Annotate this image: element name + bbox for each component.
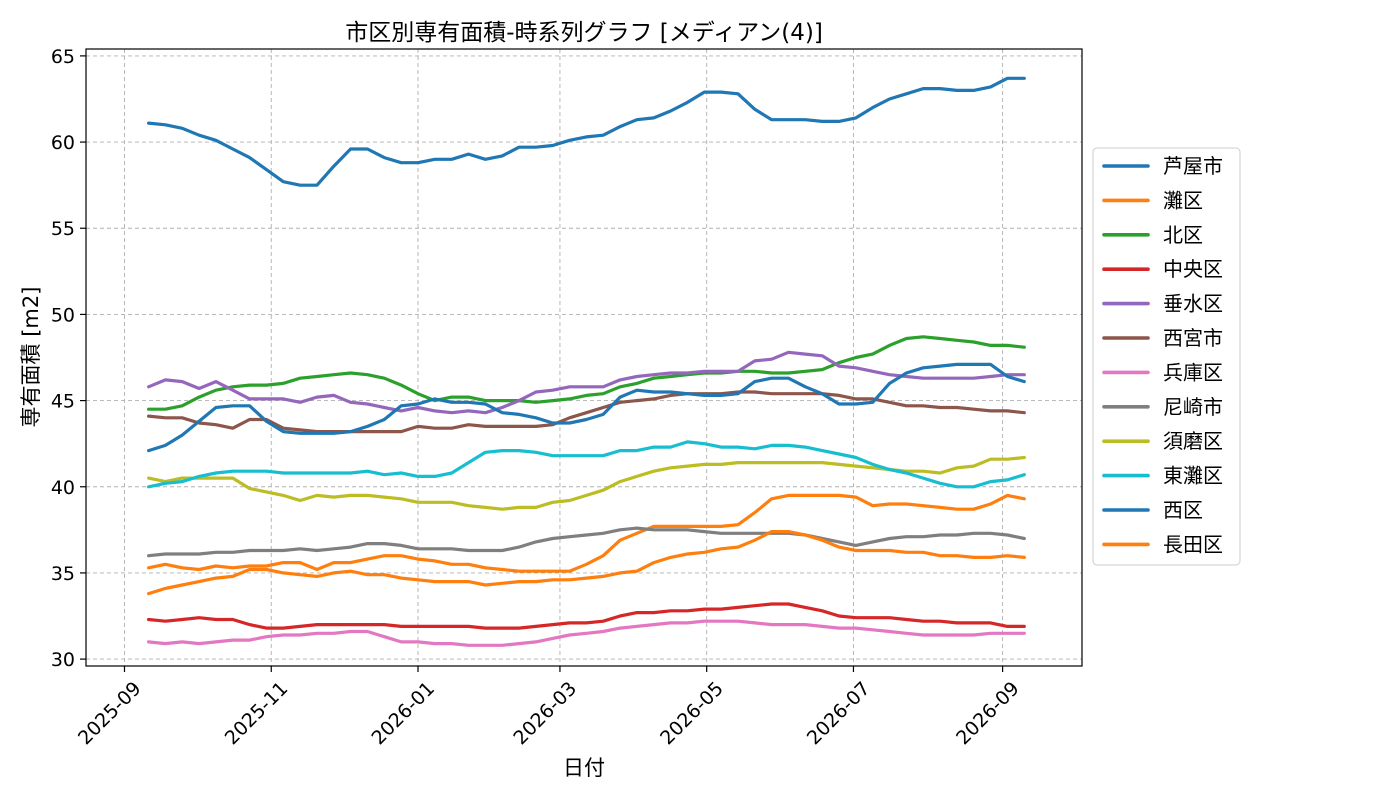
legend-label: 中央区 [1163, 257, 1223, 281]
x-axis-label: 日付 [563, 756, 605, 780]
series-line-7 [147, 619, 1026, 647]
legend-label: 灘区 [1163, 188, 1203, 212]
legend-label: 北区 [1163, 223, 1203, 247]
series-lines [147, 76, 1026, 647]
x-tick-label: 2025-11 [221, 678, 293, 750]
legend-box [1092, 147, 1241, 566]
x-tick-label: 2025-09 [74, 678, 146, 750]
series-line-1 [147, 76, 1026, 187]
y-tick-label: 40 [51, 477, 75, 499]
legend-label: 兵庫区 [1163, 360, 1223, 384]
series-line-5 [147, 350, 1026, 415]
legend-label: 長田区 [1163, 532, 1223, 556]
x-tick-label: 2026-05 [656, 678, 728, 750]
y-tick-label: 45 [51, 391, 75, 413]
series-line-6 [147, 390, 1026, 434]
legend-label: 東灘区 [1163, 464, 1223, 488]
series-line-12 [147, 529, 1026, 596]
series-line-11 [147, 362, 1026, 453]
y-tick-label: 55 [51, 218, 75, 240]
legend-label: 須磨区 [1163, 429, 1223, 453]
legend-label: 芦屋市 [1163, 154, 1223, 178]
series-line-2 [147, 493, 1026, 573]
x-tick-label: 2026-09 [952, 678, 1024, 750]
series-line-4 [147, 602, 1026, 630]
series-line-3 [147, 335, 1026, 411]
grid [86, 49, 1082, 666]
y-axis-ticks: 30 35 40 45 50 55 60 65 [51, 46, 86, 671]
x-tick-label: 2026-03 [509, 678, 581, 750]
x-axis-ticks: 2025-09 2025-11 2026-01 2026-03 2026-05 2026-… [74, 666, 1024, 749]
x-tick-label: 2026-01 [367, 678, 439, 750]
legend-label: 西宮市 [1163, 326, 1223, 350]
y-axis-label: 専有面積 [m2] [19, 287, 43, 428]
y-tick-label: 50 [51, 304, 75, 326]
series-line-9 [147, 455, 1026, 511]
plot-frame [85, 48, 1083, 667]
series-line-10 [147, 440, 1026, 489]
legend-label: 垂水区 [1163, 292, 1223, 316]
y-tick-label: 65 [51, 46, 75, 68]
y-tick-label: 35 [51, 563, 75, 585]
chart-title: 市区別専有面積-時系列グラフ [メディアン(4)] [345, 20, 823, 46]
y-tick-label: 60 [51, 132, 75, 154]
legend-label: 西区 [1163, 498, 1203, 522]
y-tick-label: 30 [51, 649, 75, 671]
series-line-8 [147, 526, 1026, 558]
legend-label: 尼崎市 [1163, 395, 1223, 419]
x-tick-label: 2026-07 [803, 678, 875, 750]
